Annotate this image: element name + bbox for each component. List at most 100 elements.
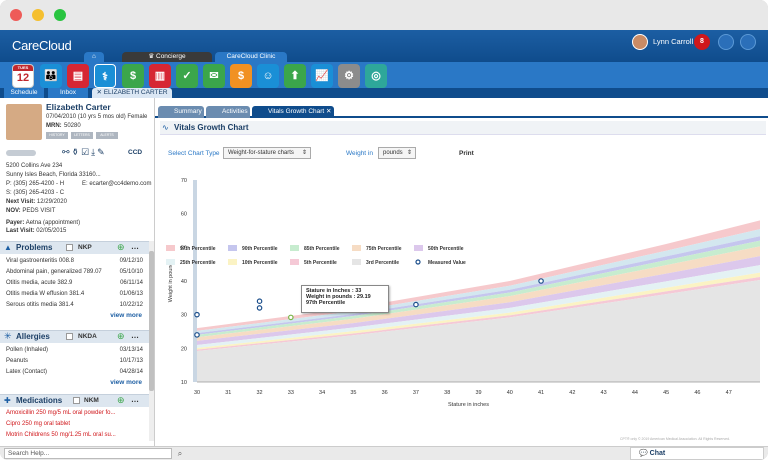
more-options-icon[interactable]: … xyxy=(131,331,139,340)
add-medication-icon[interactable]: ⊕ xyxy=(117,395,125,405)
tab-carecloud-clinic[interactable]: CareCloud Clinic xyxy=(215,52,287,62)
list-item[interactable]: Motrin Childrens 50 mg/1.25 mL oral su..… xyxy=(6,432,116,438)
y-axis-strip xyxy=(193,180,197,382)
problems-title: Problems xyxy=(16,243,53,252)
chart-type-select[interactable]: Weight-for-stature charts ⇕ xyxy=(223,147,311,159)
add-allergy-icon[interactable]: ⊕ xyxy=(117,331,125,341)
nkda-checkbox[interactable] xyxy=(66,333,73,340)
x-tick-label: 30 xyxy=(194,390,200,396)
history-badge[interactable]: HISTORY xyxy=(46,132,68,139)
alerts-badge[interactable]: ALERTS xyxy=(96,132,118,139)
chat-button[interactable]: 💬 Chat xyxy=(630,447,764,460)
letters-badge[interactable]: LETTERS xyxy=(71,132,93,139)
checkmark-icon[interactable]: ✓ xyxy=(176,64,198,88)
download-icon: ⤓ xyxy=(91,147,98,157)
search-input[interactable]: Search Help... xyxy=(4,448,172,459)
band-75th-percentile xyxy=(197,246,760,341)
people-icon[interactable]: ☺ xyxy=(257,64,279,88)
allergies-view-more[interactable]: view more xyxy=(110,379,142,386)
upload-icon[interactable]: ⬆ xyxy=(284,64,306,88)
support-icon[interactable]: ◎ xyxy=(365,64,387,88)
address-line-1: 5200 Collins Ave 234 xyxy=(6,163,63,169)
settings-gear-icon[interactable]: ⚙ xyxy=(338,64,360,88)
search-icon[interactable]: ⌕ xyxy=(177,449,183,458)
list-item[interactable]: Serous otitis media 381.4 10/22/12 xyxy=(6,302,143,308)
home-tab[interactable]: ⌂ xyxy=(84,52,104,62)
chevron-down-icon: ⇕ xyxy=(301,150,307,156)
calendar-icon[interactable]: TUES 12 xyxy=(12,64,34,88)
list-item[interactable]: Abdominal pain, generalized 789.07 05/10/… xyxy=(6,269,143,275)
stethoscope-icon[interactable]: ⚕ xyxy=(94,64,116,88)
notification-badge[interactable]: 8 xyxy=(694,34,710,50)
patients-icon[interactable]: 👪 xyxy=(40,64,62,88)
zoom-window-button[interactable] xyxy=(54,9,66,21)
tab-inbox[interactable]: Inbox xyxy=(48,88,88,98)
more-options-icon[interactable]: … xyxy=(131,242,139,251)
list-item[interactable]: Pollen (Inhaled) 03/13/14 xyxy=(6,347,143,353)
nkm-label: NKM xyxy=(84,397,99,404)
tab-vitals-growth-chart[interactable]: Vitals Growth Chart ✕ xyxy=(252,106,334,118)
pulse-icon: ∿ xyxy=(162,123,169,132)
y-tick-label: 60 xyxy=(181,212,187,218)
patient-dob: 07/04/2010 (10 yrs 5 mos old) Female xyxy=(46,114,148,120)
payer-value: Aetna (appointment) xyxy=(25,220,81,226)
payments-icon[interactable]: $ xyxy=(230,64,252,88)
checkbox-icon: ☑ xyxy=(81,147,92,157)
y-tick-label: 70 xyxy=(181,178,187,184)
inbox-icon[interactable] xyxy=(718,34,734,50)
mrn-value: 50280 xyxy=(64,123,81,129)
list-item[interactable]: Viral gastroenteritis 008.8 09/12/10 xyxy=(6,258,143,264)
legend-label: 75th Percentile xyxy=(366,246,402,252)
tab-concierge[interactable]: ♛ Concierge xyxy=(122,52,212,62)
tab-patient[interactable]: ✕ ELIZABETH CARTER xyxy=(92,88,172,98)
user-name[interactable]: Lynn Carroll xyxy=(653,37,694,46)
billing-icon[interactable]: $ xyxy=(122,64,144,88)
weight-unit-select[interactable]: pounds ⇕ xyxy=(378,147,416,159)
tab-activities[interactable]: Activities xyxy=(206,106,250,118)
print-button[interactable]: Print xyxy=(459,150,474,157)
legend-swatch xyxy=(166,259,175,265)
list-item[interactable]: Cipro 250 mg oral tablet xyxy=(6,421,71,427)
sidebar-scrollbar[interactable] xyxy=(149,241,154,441)
close-tab-icon[interactable]: ✕ xyxy=(96,89,104,96)
legend-label: 50th Percentile xyxy=(428,246,464,252)
last-visit-label: Last Visit: xyxy=(6,228,35,234)
list-item[interactable]: Otitis media W effusion 381.4 01/06/13 xyxy=(6,291,143,297)
close-tab-icon[interactable]: ✕ xyxy=(326,108,332,115)
warning-icon: ▲ xyxy=(4,243,12,252)
status-bar: Search Help... ⌕ 💬 Chat xyxy=(0,446,768,460)
claims-icon[interactable]: ▥ xyxy=(149,64,171,88)
app-header: CareCloud Lynn Carroll 8 xyxy=(0,30,768,62)
messages-icon[interactable]: ✉ xyxy=(203,64,225,88)
more-options-icon[interactable]: … xyxy=(131,395,139,404)
lock-icon[interactable] xyxy=(740,34,756,50)
legend-swatch xyxy=(290,259,299,265)
nkm-checkbox[interactable] xyxy=(73,397,80,404)
patient-photo xyxy=(6,104,42,140)
close-window-button[interactable] xyxy=(10,9,22,21)
patient-name: Elizabeth Carter xyxy=(46,102,111,112)
workspace-tab-bar xyxy=(0,88,768,98)
documents-icon[interactable]: ▤ xyxy=(67,64,89,88)
x-tick-label: 35 xyxy=(350,390,356,396)
list-item[interactable]: Latex (Contact) 04/28/14 xyxy=(6,369,143,375)
legend-swatch xyxy=(166,245,175,251)
nkp-checkbox[interactable] xyxy=(66,244,73,251)
add-problem-icon[interactable]: ⊕ xyxy=(117,242,125,252)
ccd-dropdown[interactable]: CCD xyxy=(128,149,143,156)
problems-view-more[interactable]: view more xyxy=(110,312,142,319)
list-item[interactable]: Otitis media, acute 382.9 06/11/14 xyxy=(6,280,143,286)
tab-summary[interactable]: Summary xyxy=(158,106,204,118)
analytics-icon[interactable]: 📈 xyxy=(311,64,333,88)
band-50th-percentile xyxy=(197,256,760,345)
list-item[interactable]: Peanuts 10/17/13 xyxy=(6,358,143,364)
next-visit-date: 12/29/2020 xyxy=(36,199,67,205)
user-avatar[interactable] xyxy=(632,34,648,50)
minimize-window-button[interactable] xyxy=(32,9,44,21)
patient-email[interactable]: E: ecarter@cc4demo.com xyxy=(82,181,152,187)
tab-schedule[interactable]: Schedule xyxy=(4,88,44,98)
list-item[interactable]: Amoxicillin 250 mg/5 mL oral powder fo..… xyxy=(6,410,116,416)
patient-actions[interactable]: ⚯⚱☑⤓✎ xyxy=(62,147,107,158)
scrollbar-thumb[interactable] xyxy=(149,251,154,391)
